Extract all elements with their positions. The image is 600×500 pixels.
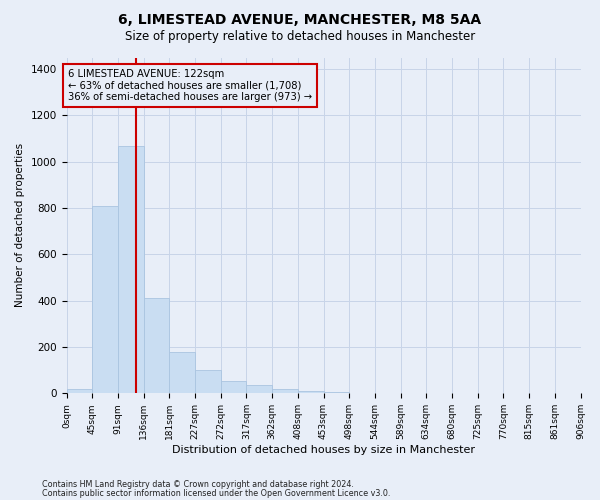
Bar bbox=[221, 380, 247, 394]
Y-axis label: Number of detached properties: Number of detached properties bbox=[15, 144, 25, 308]
Bar bbox=[67, 388, 92, 394]
Text: Size of property relative to detached houses in Manchester: Size of property relative to detached ho… bbox=[125, 30, 475, 43]
Bar bbox=[118, 146, 143, 394]
Bar bbox=[298, 391, 323, 394]
Bar bbox=[247, 385, 272, 394]
Text: Contains HM Land Registry data © Crown copyright and database right 2024.: Contains HM Land Registry data © Crown c… bbox=[42, 480, 354, 489]
Bar bbox=[169, 352, 196, 394]
Bar bbox=[323, 392, 349, 394]
Bar bbox=[272, 388, 298, 394]
Bar bbox=[92, 206, 118, 394]
Text: Contains public sector information licensed under the Open Government Licence v3: Contains public sector information licen… bbox=[42, 488, 391, 498]
Text: 6 LIMESTEAD AVENUE: 122sqm
← 63% of detached houses are smaller (1,708)
36% of s: 6 LIMESTEAD AVENUE: 122sqm ← 63% of deta… bbox=[68, 69, 312, 102]
Text: 6, LIMESTEAD AVENUE, MANCHESTER, M8 5AA: 6, LIMESTEAD AVENUE, MANCHESTER, M8 5AA bbox=[118, 12, 482, 26]
X-axis label: Distribution of detached houses by size in Manchester: Distribution of detached houses by size … bbox=[172, 445, 475, 455]
Bar bbox=[349, 392, 375, 394]
Bar bbox=[143, 298, 169, 394]
Bar bbox=[196, 370, 221, 394]
